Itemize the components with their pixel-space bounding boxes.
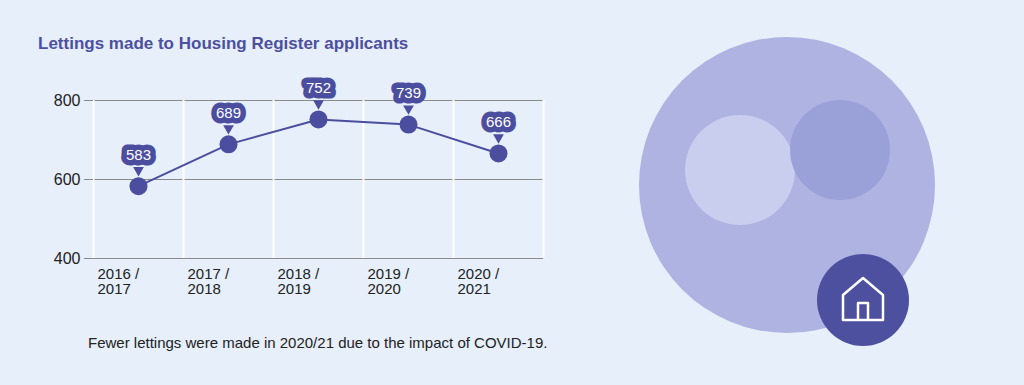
svg-text:600: 600 <box>54 171 81 188</box>
svg-text:2017 /2018: 2017 /2018 <box>188 265 231 297</box>
svg-text:666: 666 <box>486 113 511 130</box>
svg-text:583: 583 <box>126 146 151 163</box>
svg-text:689: 689 <box>216 104 241 121</box>
svg-text:739: 739 <box>396 84 421 101</box>
svg-text:752: 752 <box>306 79 331 96</box>
html-text:Fewer lettings were made in 20: Fewer lettings were made in 2020/21 due … <box>88 334 548 351</box>
svg-text:2020 /2021: 2020 /2021 <box>458 265 501 297</box>
svg-text:800: 800 <box>54 92 81 109</box>
svg-text:2018 /2019: 2018 /2019 <box>278 265 321 297</box>
svg-text:400: 400 <box>54 250 81 267</box>
svg-text:2019 /2020: 2019 /2020 <box>368 265 411 297</box>
html-text:Lettings made to Housing Regis: Lettings made to Housing Register applic… <box>38 34 409 53</box>
svg-text:2016 /2017: 2016 /2017 <box>98 265 141 297</box>
